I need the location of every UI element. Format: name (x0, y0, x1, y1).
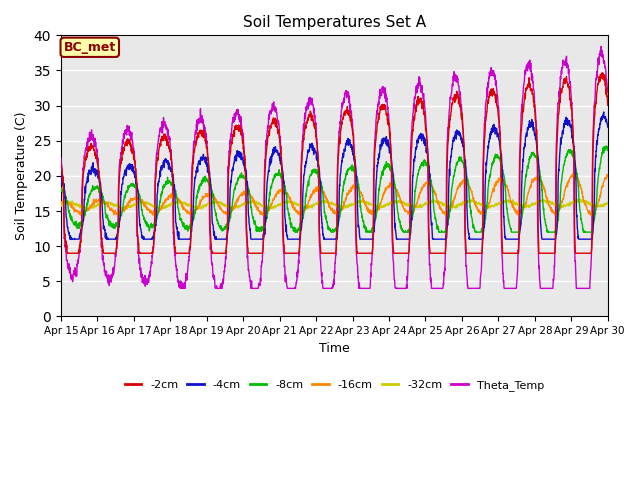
Text: BC_met: BC_met (63, 41, 116, 54)
Title: Soil Temperatures Set A: Soil Temperatures Set A (243, 15, 426, 30)
Legend: -2cm, -4cm, -8cm, -16cm, -32cm, Theta_Temp: -2cm, -4cm, -8cm, -16cm, -32cm, Theta_Te… (120, 375, 548, 395)
X-axis label: Time: Time (319, 342, 349, 355)
Y-axis label: Soil Temperature (C): Soil Temperature (C) (15, 112, 28, 240)
